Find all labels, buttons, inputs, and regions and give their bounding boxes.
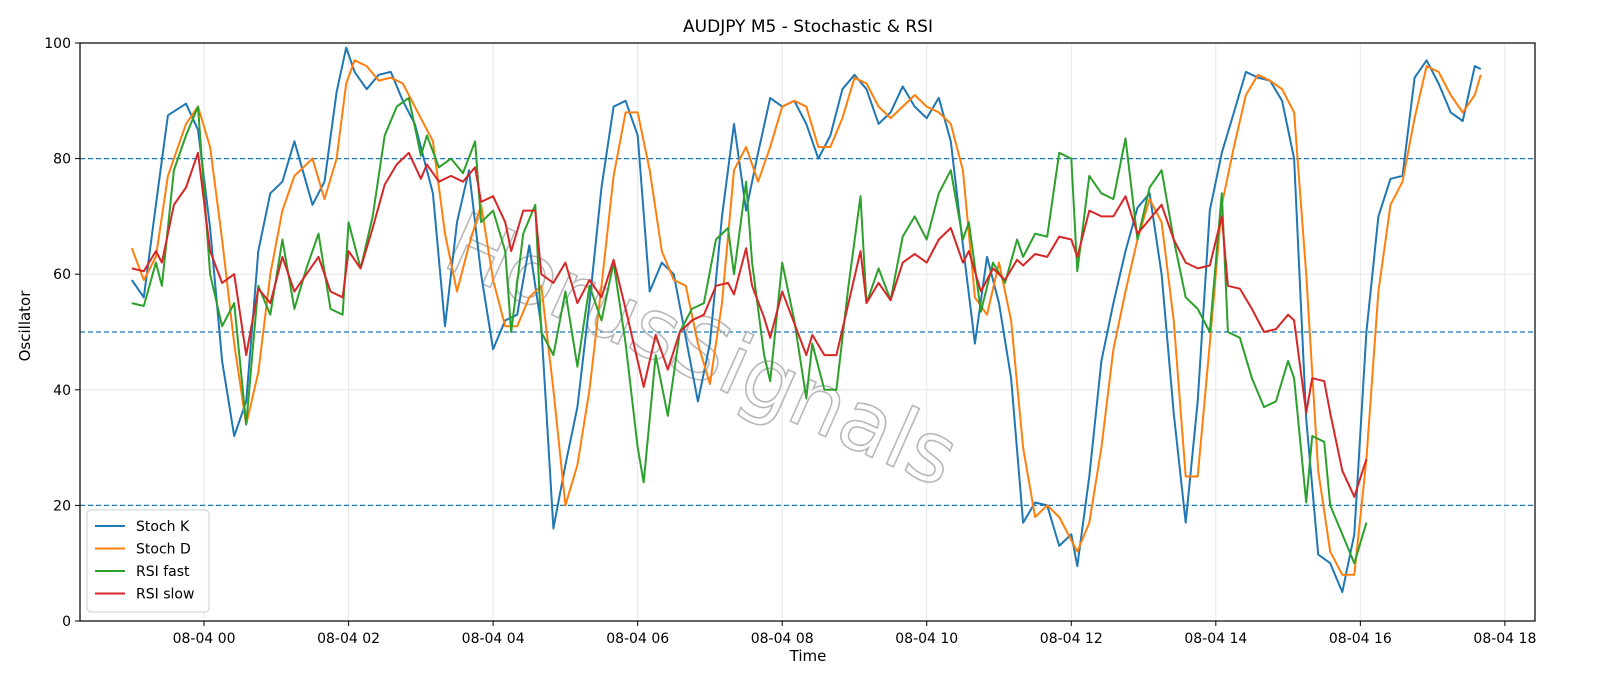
x-tick-label: 08-04 00 xyxy=(173,631,236,647)
y-axis-ticks: 0 20 40 60 80 100 xyxy=(44,36,80,630)
chart-title: AUDJPY M5 - Stochastic & RSI xyxy=(683,17,933,37)
plot-frame xyxy=(79,42,1536,622)
legend-label-stoch-d: Stoch D xyxy=(136,542,191,558)
y-tick-label: 80 xyxy=(53,152,71,168)
x-axis-title: Time xyxy=(789,647,827,665)
x-tick-label: 08-04 14 xyxy=(1184,631,1247,647)
reference-lines xyxy=(80,157,1535,507)
series-line-stoch-k xyxy=(130,46,1482,594)
x-tick-label: 08-04 18 xyxy=(1473,631,1536,647)
x-tick-label: 08-04 16 xyxy=(1329,631,1392,647)
y-tick-label: 100 xyxy=(44,36,71,52)
x-tick-label: 08-04 04 xyxy=(462,631,525,647)
series-line-rsi-slow xyxy=(131,151,1368,498)
series-lines xyxy=(130,46,1482,594)
series-line-rsi-fast xyxy=(131,96,1368,565)
x-tick-label: 08-04 12 xyxy=(1040,631,1103,647)
x-tick-label: 08-04 08 xyxy=(751,631,814,647)
x-tick-label: 08-04 02 xyxy=(317,631,380,647)
legend-label-stoch-k: Stoch K xyxy=(136,519,190,535)
legend-label-rsi-slow: RSI slow xyxy=(136,587,194,603)
y-tick-label: 60 xyxy=(53,267,71,283)
x-tick-label: 08-04 10 xyxy=(895,631,958,647)
y-axis-title: Oscillator xyxy=(16,290,34,362)
y-tick-label: 20 xyxy=(53,498,71,514)
x-axis-ticks: 08-04 00 08-04 02 08-04 04 08-04 06 08-04 08… xyxy=(173,621,1536,647)
legend: Stoch K Stoch D RSI fast RSI slow xyxy=(86,509,210,613)
series-line-stoch-d xyxy=(130,59,1482,576)
y-tick-label: 40 xyxy=(53,383,71,399)
x-tick-label: 08-04 06 xyxy=(606,631,669,647)
legend-box xyxy=(86,509,210,613)
y-tick-label: 0 xyxy=(62,614,71,630)
legend-label-rsi-fast: RSI fast xyxy=(136,564,190,580)
